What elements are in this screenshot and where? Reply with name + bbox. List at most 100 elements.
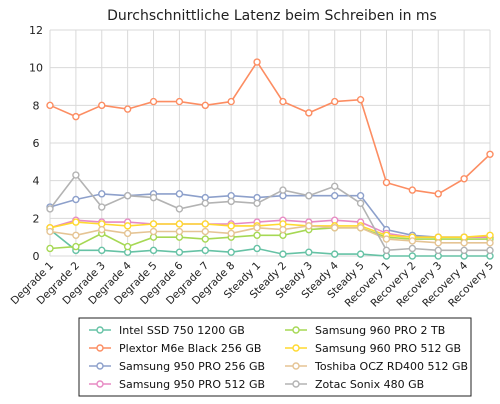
data-point [149,227,158,236]
data-point [253,244,261,253]
legend-label: Samsung 960 PRO 2 TB [315,324,445,337]
legend-label: Intel SSD 750 1200 GB [119,324,245,337]
data-point [123,229,132,238]
data-point [175,227,184,236]
data-point [279,250,287,258]
data-point [253,231,261,239]
legend-label: Samsung 950 PRO 512 GB [119,378,265,391]
legend-swatch-marker [96,326,104,334]
legend-label: Toshiba OCZ RD400 512 GB [314,360,468,373]
data-point [356,192,365,200]
data-point [175,190,184,198]
data-point [98,101,106,110]
series-line [49,173,490,252]
legend-label: Samsung 960 PRO 512 GB [315,342,461,355]
data-point [227,229,235,238]
y-tick-label: 0 [33,250,40,263]
y-tick-label: 4 [33,175,40,188]
legend-item-intel-ssd-750-1200-gb: Intel SSD 750 1200 GB [89,324,245,337]
data-point [279,225,287,234]
data-point [305,248,313,256]
data-point [356,224,365,232]
y-axis-ticks: 0 2 4 6 8 10 12 [29,24,43,263]
data-point [72,195,80,204]
data-point [46,101,54,110]
data-point [408,237,417,245]
data-point [72,242,80,251]
data-point [408,252,417,260]
data-point [149,246,158,255]
data-point [72,231,80,239]
series-line [49,227,490,250]
data-point [201,220,209,228]
data-point [72,171,80,179]
data-point [201,199,209,207]
data-point [356,95,365,104]
data-point [331,250,339,258]
series-layer [46,58,494,260]
data-point [382,178,391,187]
legend-item-samsung-950-pro-512-gb: Samsung 950 PRO 512 GB [89,378,265,391]
data-point [201,235,209,243]
data-point [123,105,132,113]
data-point [201,227,209,236]
legend-swatch-marker [96,380,104,388]
data-point [201,246,209,255]
legend-box [78,317,472,397]
legend-swatch-marker [96,362,104,370]
legend-swatch-marker [292,344,300,352]
data-point [149,193,158,202]
series-line [49,221,491,238]
legend: Intel SSD 750 1200 GB Plextor M6e Black 2… [78,317,472,397]
chart-title: Durchschnittliche Latenz beim Schreiben … [107,8,437,24]
data-point [227,97,235,106]
legend-label: Plextor M6e Black 256 GB [119,342,261,355]
series-line [49,228,490,257]
legend-swatch-marker [96,344,104,352]
data-point [382,235,391,243]
data-point [46,205,54,213]
data-point [123,242,132,251]
data-point [486,239,494,247]
data-point [460,246,468,255]
data-point [98,246,106,255]
data-point [123,222,132,230]
data-point [434,246,442,255]
legend-item-toshiba-ocz-rd400-512-gb: Toshiba OCZ RD400 512 GB [285,360,468,373]
legend-swatch-marker [292,326,300,334]
data-point [98,190,106,198]
data-point [253,224,261,232]
data-point [46,227,54,236]
data-point [201,101,209,110]
data-point [149,220,158,228]
data-point [46,244,54,253]
y-tick-label: 8 [33,99,40,112]
y-tick-label: 6 [33,137,40,150]
data-point [356,250,365,258]
data-point [408,186,417,194]
data-point [356,199,365,207]
legend-item-plextor-m6e-black-256-gb: Plextor M6e Black 256 GB [89,342,261,355]
data-point [227,222,235,230]
data-point [279,97,287,106]
data-point [331,182,339,191]
series-line [49,225,490,244]
data-point [175,97,184,106]
y-tick-label: 10 [29,62,43,75]
data-point [460,239,468,247]
data-point [279,186,287,194]
series-zotac-sonix-480-gb [46,171,494,255]
data-point [123,192,132,200]
data-point [331,224,339,232]
data-point [175,248,184,256]
legend-item-samsung-960-pro-512-gb: Samsung 960 PRO 512 GB [285,342,461,355]
y-tick-label: 12 [29,24,43,37]
data-point [331,97,339,106]
series-samsung-950-pro-256-gb [46,190,494,241]
data-point [486,246,494,255]
legend-item-zotac-sonix-480-gb: Zotac Sonix 480 GB [285,378,424,391]
data-point [72,218,80,226]
data-point [434,190,442,198]
data-point [382,246,391,255]
